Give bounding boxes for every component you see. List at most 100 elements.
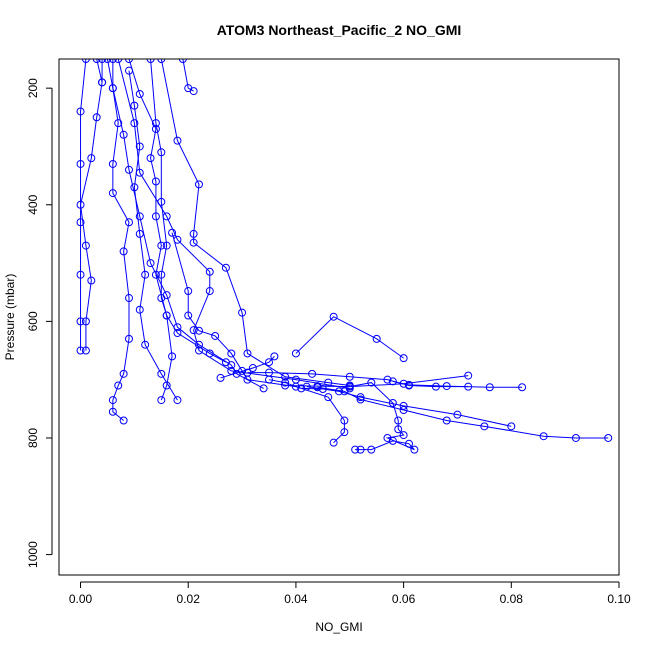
data-point xyxy=(184,311,193,320)
data-point xyxy=(98,59,107,63)
data-point xyxy=(108,84,117,93)
data-point xyxy=(539,432,548,441)
data-point xyxy=(405,380,413,389)
plot-frame xyxy=(58,58,620,576)
data-point xyxy=(184,84,193,93)
x-tick-label: 0.06 xyxy=(392,592,416,606)
data-point xyxy=(480,422,489,431)
data-point xyxy=(119,130,128,139)
data-point xyxy=(195,180,203,189)
data-point xyxy=(340,416,349,425)
data-point xyxy=(189,326,198,335)
data-point xyxy=(205,287,214,296)
data-point xyxy=(157,396,166,405)
data-point xyxy=(195,346,203,355)
data-point xyxy=(125,165,133,174)
data-point xyxy=(221,358,230,367)
data-point xyxy=(168,228,177,237)
data-point xyxy=(114,59,123,63)
data-point xyxy=(442,416,451,425)
data-point xyxy=(162,241,171,250)
data-point xyxy=(453,410,462,419)
data-point xyxy=(81,241,90,250)
data-point xyxy=(130,119,139,128)
data-point xyxy=(318,385,327,394)
data-point xyxy=(442,382,451,391)
data-point xyxy=(125,59,133,63)
series-14 xyxy=(302,382,516,431)
data-point xyxy=(431,382,440,391)
data-point xyxy=(571,433,580,442)
series-3 xyxy=(108,59,133,425)
data-point xyxy=(76,218,85,227)
data-point xyxy=(308,369,317,378)
data-point xyxy=(184,287,193,296)
data-point xyxy=(173,396,182,405)
data-point xyxy=(238,308,247,317)
data-point xyxy=(81,317,90,326)
data-point xyxy=(604,433,613,442)
data-point xyxy=(157,148,166,157)
data-point xyxy=(507,422,516,431)
y-axis-label: Pressure (mbar) xyxy=(3,274,17,361)
y-tick-label: 200 xyxy=(26,78,40,98)
data-point xyxy=(146,154,155,163)
data-point xyxy=(92,113,101,122)
x-axis: 0.00 0.02 0.04 0.06 0.08 0.10 xyxy=(69,581,631,606)
x-tick-label: 0.00 xyxy=(69,592,93,606)
data-point xyxy=(162,311,171,320)
data-point xyxy=(291,382,300,391)
series-layer xyxy=(76,59,613,454)
data-point xyxy=(119,416,128,425)
series-20 xyxy=(178,59,198,96)
data-point xyxy=(464,371,473,380)
data-point xyxy=(81,346,90,355)
data-point xyxy=(114,119,123,128)
data-point xyxy=(356,393,365,402)
data-point xyxy=(76,200,85,209)
series-line xyxy=(80,59,87,351)
x-tick-label: 0.08 xyxy=(500,592,524,606)
series-16 xyxy=(388,377,527,392)
series-9 xyxy=(114,59,354,393)
data-point xyxy=(173,329,182,338)
data-point xyxy=(76,346,85,355)
data-point xyxy=(394,416,403,425)
data-point xyxy=(135,229,144,238)
series-19 xyxy=(265,375,327,394)
data-point xyxy=(141,340,150,349)
data-point xyxy=(388,377,397,386)
data-point xyxy=(108,159,117,168)
data-point xyxy=(367,445,376,454)
data-point xyxy=(135,212,144,221)
data-point xyxy=(265,375,273,384)
data-point xyxy=(87,154,96,163)
data-point xyxy=(189,238,198,247)
data-point xyxy=(130,183,139,192)
series-line xyxy=(247,372,469,388)
data-point xyxy=(485,383,494,392)
data-point xyxy=(281,378,290,387)
series-line xyxy=(171,232,345,444)
series-line xyxy=(150,59,227,363)
data-point xyxy=(146,59,155,63)
data-point xyxy=(151,270,160,279)
data-point xyxy=(178,59,187,63)
data-point xyxy=(238,366,247,375)
series-line xyxy=(182,59,194,92)
series-line xyxy=(285,375,469,388)
data-point xyxy=(367,378,376,387)
data-point xyxy=(168,352,177,361)
data-point xyxy=(410,445,419,454)
data-point xyxy=(119,247,128,256)
data-point xyxy=(211,331,220,340)
data-point xyxy=(291,349,300,358)
x-tick-label: 0.02 xyxy=(177,592,201,606)
data-point xyxy=(135,305,144,314)
y-tick-label: 800 xyxy=(26,428,40,448)
data-point xyxy=(399,406,408,414)
series-18 xyxy=(216,352,279,382)
data-point xyxy=(108,189,117,198)
data-point xyxy=(329,312,338,321)
data-point xyxy=(157,59,166,63)
